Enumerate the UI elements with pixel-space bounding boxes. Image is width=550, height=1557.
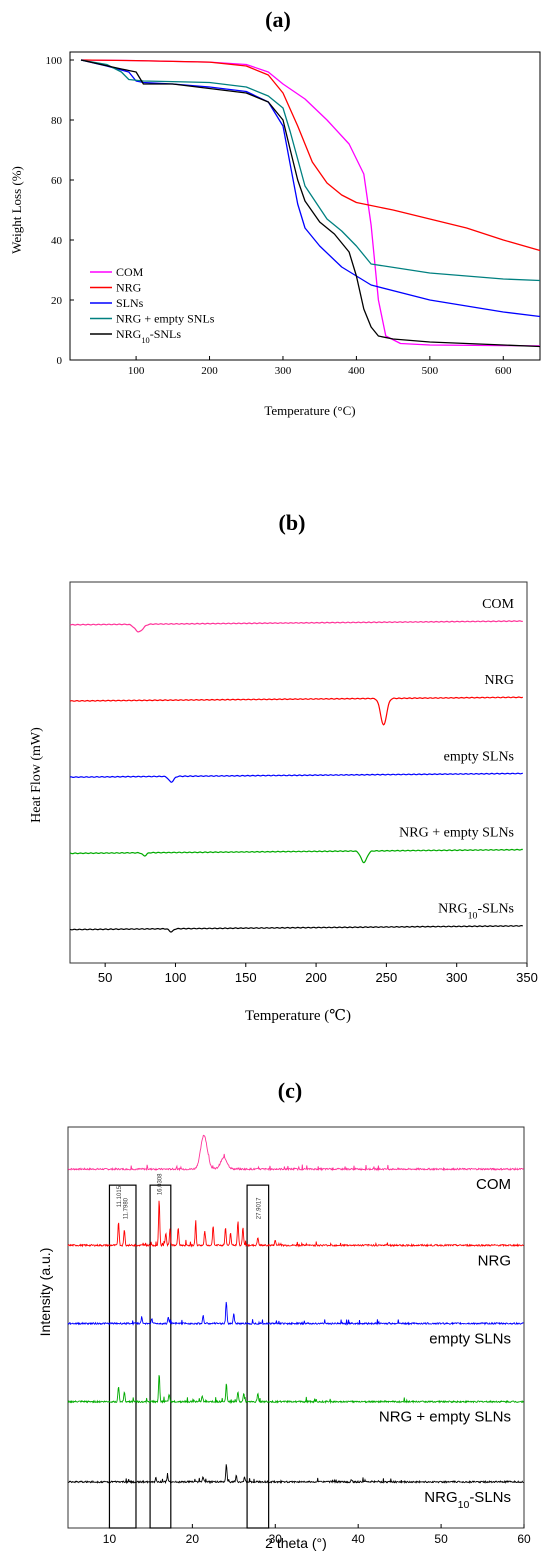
- c-curve-label: NRG + empty SLNs: [379, 1409, 511, 1426]
- a-x-tick-label: 600: [495, 365, 512, 377]
- c-series-line: [67, 1464, 524, 1485]
- c-x-tick-label: 10: [103, 1532, 117, 1546]
- a-y-tick-label: 0: [57, 355, 63, 367]
- a-series-line: [80, 59, 541, 252]
- c-curve-label: empty SLNs: [429, 1330, 511, 1347]
- c-series-line: [67, 1200, 524, 1248]
- c-x-tick-label: 40: [352, 1532, 366, 1546]
- a-legend-label: COM: [116, 265, 144, 279]
- c-plot-frame: [67, 1126, 525, 1529]
- b-y-axis-title: Heat Flow (mW): [29, 727, 44, 823]
- b-curve-label: NRG10-SLNs: [438, 902, 514, 922]
- a-legend-label: SLNs: [116, 296, 144, 310]
- c-curve-label: NRG: [478, 1252, 511, 1269]
- c-x-tick-label: 50: [434, 1532, 448, 1546]
- a-plot-frame: [69, 51, 541, 361]
- c-x-tick-label: 60: [517, 1532, 531, 1546]
- panel-a-title: (a): [265, 7, 291, 32]
- c-curve-label: NRG10-SLNs: [424, 1489, 511, 1511]
- a-series-line: [80, 59, 541, 282]
- b-x-tick-label: 150: [235, 970, 257, 985]
- c-x-axis-title: 2 theta (°): [265, 1535, 327, 1551]
- a-x-tick-label: 200: [201, 365, 218, 377]
- a-x-tick-label: 300: [275, 365, 292, 377]
- a-x-tick-label: 500: [422, 365, 439, 377]
- a-legend-label: NRG + empty SNLs: [116, 312, 215, 326]
- c-peak-label: 11.1015: [117, 1185, 123, 1207]
- a-y-tick-label: 60: [51, 175, 63, 187]
- b-x-tick-label: 350: [516, 970, 538, 985]
- a-legend-label: NRG: [116, 281, 142, 295]
- panel-c-title: (c): [278, 1078, 302, 1103]
- a-y-axis-title: Weight Loss (%): [9, 166, 24, 254]
- c-highlight-box: [149, 1184, 172, 1529]
- c-x-tick-label: 30: [269, 1532, 283, 1546]
- c-series-line: [67, 1134, 525, 1172]
- c-series-line: [67, 1375, 525, 1405]
- c-peak-label: 11.7980: [124, 1197, 130, 1219]
- tga-plot: 100 200 300 400 500 600 0 20 40 60 80 100 COM NRGSLNs…: [46, 51, 541, 377]
- a-y-tick-label: 80: [51, 115, 63, 127]
- a-y-tick-label: 40: [51, 235, 63, 247]
- b-curve-label: NRG + empty SLNs: [399, 826, 514, 841]
- b-x-tick-label: 300: [446, 970, 468, 985]
- a-x-tick-label: 400: [348, 365, 365, 377]
- b-curve-label: empty SLNs: [444, 749, 514, 764]
- b-series-line: [69, 772, 523, 783]
- a-series-line: [80, 59, 541, 318]
- dsc-plot: 50 100 150 200 250 300 350 COM NRG empty SLNs NRG …: [69, 581, 538, 985]
- a-y-tick-label: 20: [51, 295, 63, 307]
- c-peak-label: 27.9017: [256, 1197, 262, 1219]
- a-legend-label: NRG10-SNLs: [116, 327, 181, 345]
- b-series-line: [69, 696, 524, 726]
- a-series-line: [80, 59, 541, 347]
- b-x-tick-label: 50: [98, 970, 112, 985]
- b-curve-label: NRG: [484, 673, 514, 688]
- b-x-axis-title: Temperature (℃): [245, 1008, 351, 1024]
- b-curve-label: COM: [482, 597, 514, 612]
- b-series-line: [70, 848, 523, 864]
- c-highlight-box: [246, 1184, 270, 1529]
- b-series-line: [69, 924, 523, 933]
- c-y-axis-title: Intensity (a.u.): [37, 1248, 53, 1337]
- b-x-tick-label: 250: [376, 970, 398, 985]
- xrd-plot: 10 20 30 40 50 60 COM NRG empty SLNs NRG + empty …: [67, 1126, 531, 1546]
- c-series-line: [67, 1301, 524, 1326]
- c-peak-label: 16.0308: [158, 1173, 164, 1195]
- a-y-tick-label: 100: [46, 55, 63, 67]
- a-x-axis-title: Temperature (°C): [264, 403, 355, 418]
- c-x-tick-label: 20: [186, 1532, 200, 1546]
- c-curve-label: COM: [476, 1176, 511, 1193]
- a-x-tick-label: 100: [128, 365, 145, 377]
- b-x-tick-label: 200: [305, 970, 327, 985]
- panel-b-title: (b): [279, 510, 306, 535]
- b-x-tick-label: 100: [165, 970, 187, 985]
- c-highlight-box: [108, 1184, 137, 1529]
- b-series-line: [69, 620, 523, 633]
- b-plot-frame: [69, 581, 528, 964]
- a-series-line: [80, 59, 541, 348]
